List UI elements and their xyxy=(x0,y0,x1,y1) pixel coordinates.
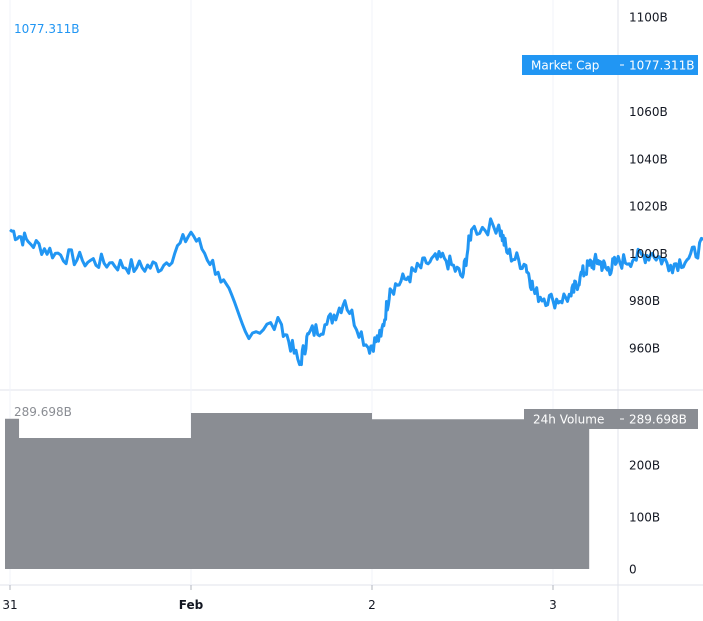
volume-y-tick-label: 0 xyxy=(629,563,637,577)
x-tick-label: 3 xyxy=(549,598,557,612)
y-axis-ticks: 1100B1080B1060B1040B1020B1000B980B960B20… xyxy=(629,11,668,577)
market-cap-series-line xyxy=(9,217,703,367)
market-cap-badge: Market Cap 1077.311B xyxy=(522,55,698,75)
x-tick-label: 31 xyxy=(2,598,17,612)
volume-area xyxy=(5,413,590,569)
y-tick-label: 1020B xyxy=(629,200,668,214)
volume-y-tick-label: 100B xyxy=(629,511,660,525)
market-cap-badge-name: Market Cap xyxy=(531,59,599,73)
x-tick-label: Feb xyxy=(179,598,204,612)
volume-area-fill xyxy=(5,413,590,569)
y-tick-label: 1040B xyxy=(629,152,668,166)
volume-y-tick-label: 200B xyxy=(629,459,660,473)
y-tick-label: 960B xyxy=(629,342,660,356)
x-axis-ticks: 31 Feb 2 3 xyxy=(2,585,557,612)
market-cap-line xyxy=(9,217,703,367)
market-cap-badge-value: 1077.311B xyxy=(629,59,695,73)
market-cap-legend-value: 1077.311B xyxy=(14,22,80,36)
volume-badge: 24h Volume 289.698B xyxy=(524,409,698,429)
volume-badge-value: 289.698B xyxy=(629,413,687,427)
y-tick-label: 980B xyxy=(629,294,660,308)
y-tick-label: 1060B xyxy=(629,105,668,119)
x-tick-label: 2 xyxy=(368,598,376,612)
y-tick-label: 1100B xyxy=(629,11,668,25)
volume-legend-value: 289.698B xyxy=(14,405,72,419)
volume-badge-name: 24h Volume xyxy=(533,413,604,427)
y-tick-label: 1000B xyxy=(629,247,668,261)
